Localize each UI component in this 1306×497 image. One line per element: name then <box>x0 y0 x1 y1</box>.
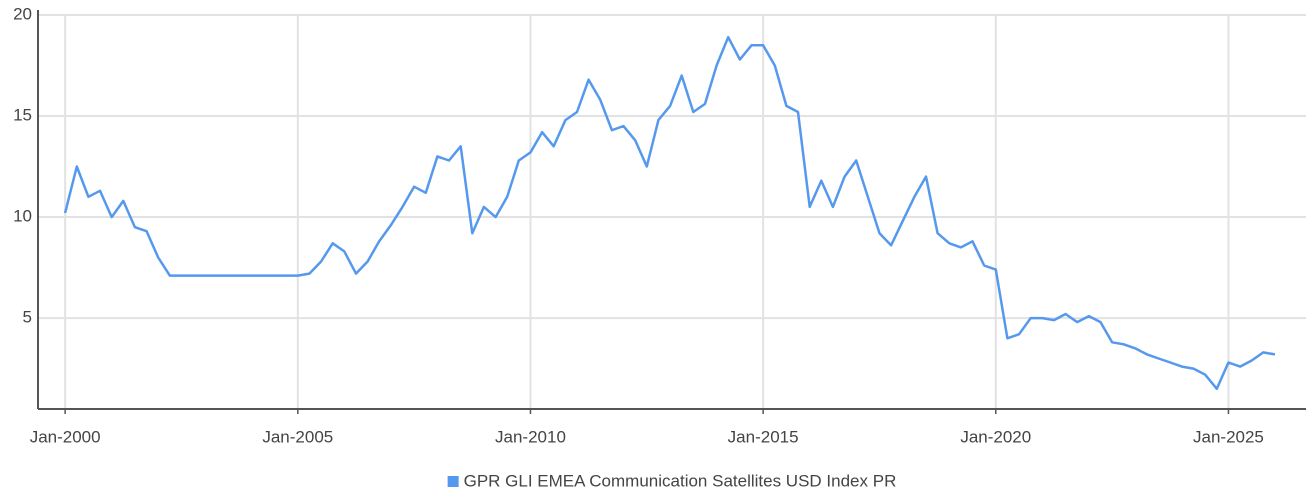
legend-label: GPR GLI EMEA Communication Satellites US… <box>464 471 897 490</box>
y-tick-label: 20 <box>13 4 32 23</box>
x-tick-label: Jan-2010 <box>495 427 566 446</box>
x-tick-label: Jan-2025 <box>1193 427 1264 446</box>
x-tick-label: Jan-2000 <box>30 427 101 446</box>
y-tick-label: 15 <box>13 106 32 125</box>
x-tick-label: Jan-2020 <box>960 427 1031 446</box>
y-tick-label: 5 <box>23 308 32 327</box>
data-line <box>63 35 1276 391</box>
legend-swatch <box>447 476 459 487</box>
x-tick-label: Jan-2015 <box>728 427 799 446</box>
legend: GPR GLI EMEA Communication Satellites US… <box>447 471 897 490</box>
x-tick-label: Jan-2005 <box>262 427 333 446</box>
y-tick-label: 10 <box>13 207 32 226</box>
